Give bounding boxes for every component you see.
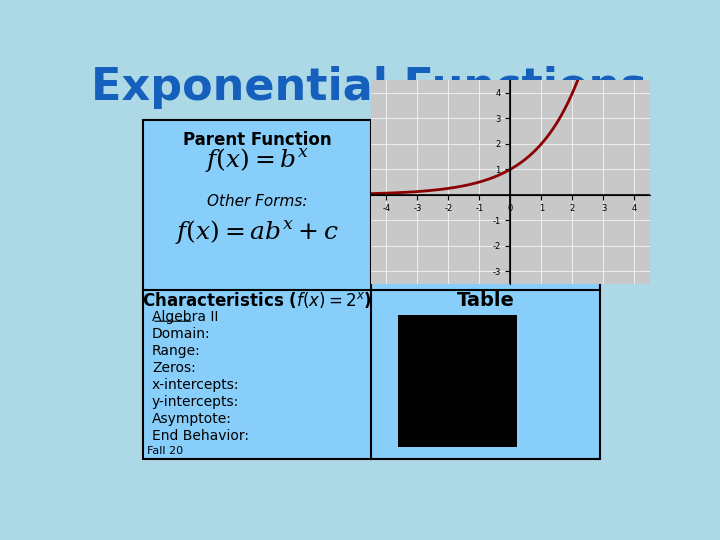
Text: Parent Function: Parent Function: [183, 131, 331, 149]
Text: Fall 20: Fall 20: [147, 446, 183, 456]
Text: End Behavior:: End Behavior:: [152, 429, 249, 443]
Text: Domain:: Domain:: [152, 327, 211, 341]
Text: Zeros:: Zeros:: [152, 361, 196, 375]
Text: x-intercepts:: x-intercepts:: [152, 378, 240, 392]
Text: $f(x) = ab^x + c$: $f(x) = ab^x + c$: [175, 218, 339, 246]
Text: $f(x) = b^x$: $f(x) = b^x$: [205, 146, 309, 174]
Text: Other Forms:: Other Forms:: [207, 194, 307, 208]
Text: y-intercepts:: y-intercepts:: [152, 395, 239, 409]
Bar: [398, 315, 518, 448]
Text: Table: Table: [456, 291, 515, 310]
Text: Range:: Range:: [152, 344, 201, 358]
Bar: [143, 120, 600, 459]
Text: Exponential Functions: Exponential Functions: [91, 66, 647, 110]
Text: Asymptote:: Asymptote:: [152, 412, 232, 426]
Text: Algebra II: Algebra II: [152, 310, 218, 325]
Text: Characteristics ($f(x) = 2^x$): Characteristics ($f(x) = 2^x$): [142, 291, 372, 310]
